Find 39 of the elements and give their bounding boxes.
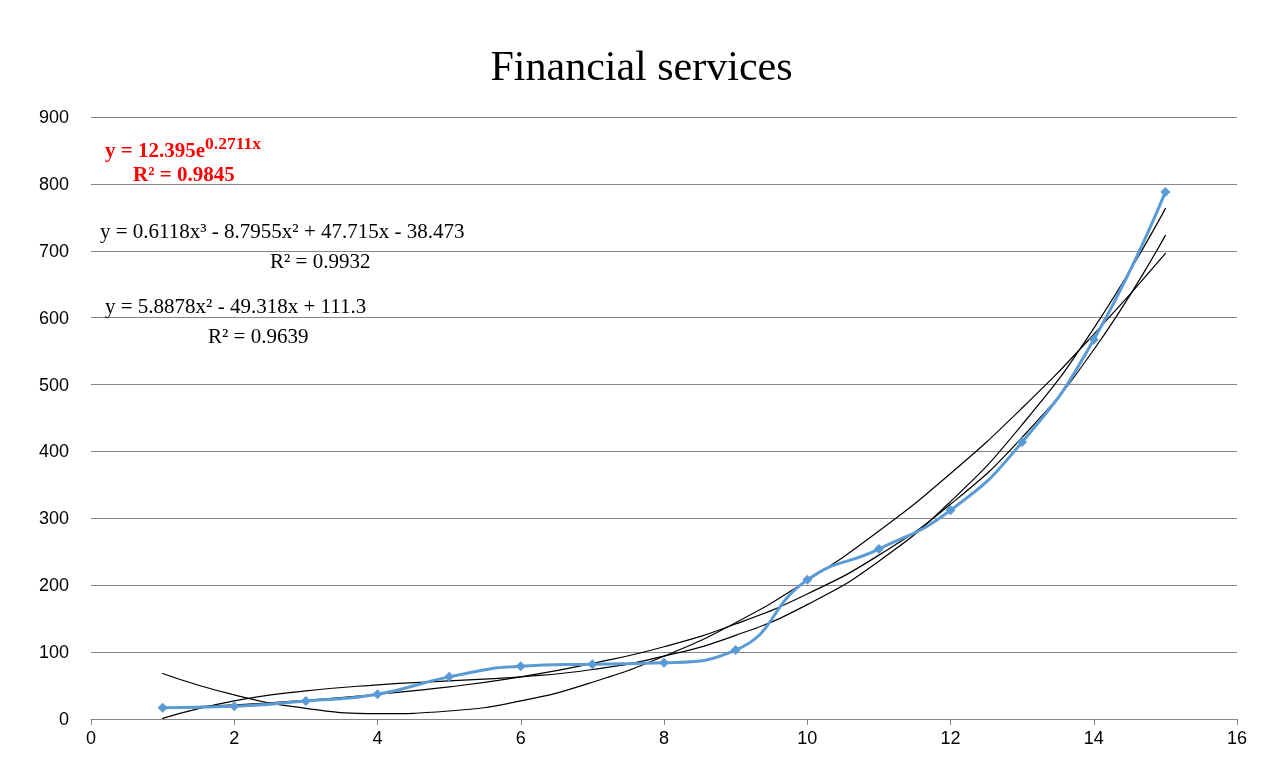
y-tick-label: 400 [38,441,69,462]
point [587,659,598,670]
annotation: y = 5.8878x² - 49.318x + 111.3 [105,294,367,319]
point [229,701,240,712]
point [1160,186,1171,197]
y-tick-label: 200 [38,575,69,596]
x-tick-label: 12 [940,728,961,748]
x-tick-label: 6 [515,728,526,748]
x-tick-label: 4 [372,728,383,748]
chart-title: Financial services [490,43,793,89]
y-tick-label: 300 [38,508,69,529]
point [802,574,813,585]
x-tick-label: 2 [229,728,240,748]
y-tick-label: 900 [38,107,69,127]
y-tick-label: 500 [38,374,69,395]
y-tick-label: 700 [38,240,69,261]
point [1017,437,1028,448]
point [157,702,168,713]
y-tick-label: 0 [58,709,69,729]
point [372,689,383,700]
point [659,657,669,668]
point [945,505,956,516]
annotation: R² = 0.9845 [133,162,235,187]
x-tick-label: 0 [85,728,97,748]
point [730,645,741,656]
annotation: y = 12.395e$^{0.2711x}$ [105,133,261,163]
x-tick-label: 14 [1083,728,1104,748]
x-tick-label: 16 [1226,728,1248,748]
annotation: y = 0.6118x³ - 8.7955x² + 47.715x - 38.473 [100,219,465,244]
annotation: R² = 0.9932 [270,249,371,274]
annotation: R² = 0.9639 [208,324,309,349]
y-tick-label: 800 [38,173,69,194]
point [873,544,884,555]
x-tick-label: 10 [797,728,818,748]
x-tick-label: 8 [658,728,670,748]
point [1088,334,1099,345]
point [444,671,455,682]
y-tick-label: 600 [38,307,69,328]
y-tick-label: 100 [38,642,69,663]
